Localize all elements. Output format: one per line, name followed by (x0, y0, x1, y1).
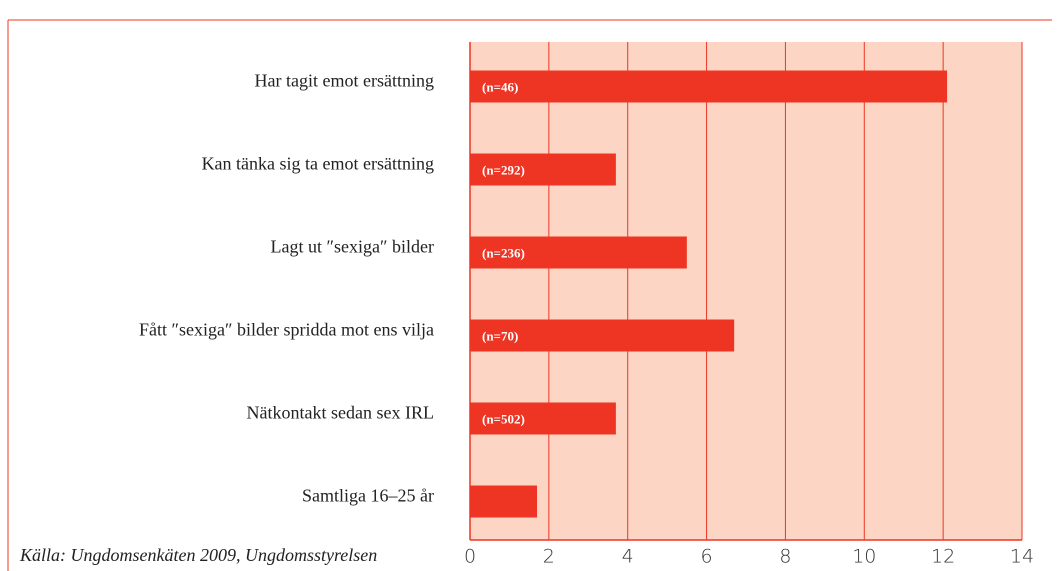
bar (470, 153, 616, 186)
bar (470, 402, 616, 435)
x-tick-label: 12 (931, 546, 955, 568)
bar-annotation: (n=70) (482, 328, 518, 343)
bar-annotation: (n=502) (482, 411, 525, 426)
x-tick-label: 0 (464, 546, 476, 568)
x-tick-label: 8 (779, 546, 791, 568)
x-tick-label: 14 (1010, 546, 1034, 568)
bar-annotation: (n=46) (482, 79, 518, 94)
category-label: Kan tänka sig ta emot ersättning (202, 154, 434, 174)
bar (470, 236, 687, 269)
bar-annotation: (n=292) (482, 162, 525, 177)
x-tick-label: 4 (622, 546, 634, 568)
bar (470, 70, 948, 103)
bar (470, 319, 735, 352)
category-label: Har tagit emot ersättning (255, 71, 434, 91)
source: Källa: Ungdomsenkäten 2009, Ungdomsstyre… (19, 545, 377, 565)
category-label: Samtliga 16–25 år (302, 486, 434, 506)
plot-background (470, 42, 1022, 540)
category-label: Lagt ut ″sexiga″ bilder (271, 237, 434, 257)
x-tick-label: 6 (701, 546, 713, 568)
x-tick-label: 10 (852, 546, 876, 568)
x-tick-label: 2 (543, 546, 555, 568)
category-label: Nätkontakt sedan sex IRL (247, 403, 434, 423)
bar-annotation: (n=236) (482, 245, 525, 260)
bar (470, 485, 538, 518)
category-label: Fått ″sexiga″ bilder spridda mot ens vil… (139, 320, 434, 340)
